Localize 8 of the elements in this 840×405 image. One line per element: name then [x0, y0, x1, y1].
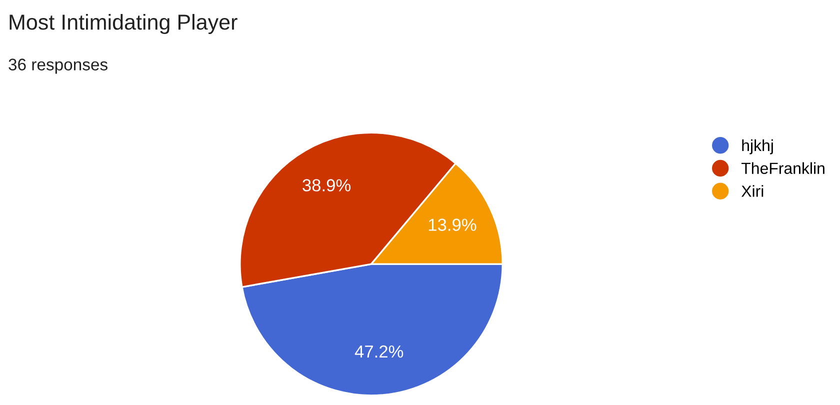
chart-title: Most Intimidating Player [10, 14, 238, 34]
legend-label: TheFranklin [741, 162, 824, 174]
legend-label: hjkhj [742, 139, 773, 154]
data-label: 38.9% [302, 179, 351, 192]
legend-label: Xiri [741, 185, 764, 197]
data-label: 47.2% [354, 345, 404, 358]
text: 36 responses [8, 58, 108, 74]
data-label: 13.9% [428, 218, 476, 231]
